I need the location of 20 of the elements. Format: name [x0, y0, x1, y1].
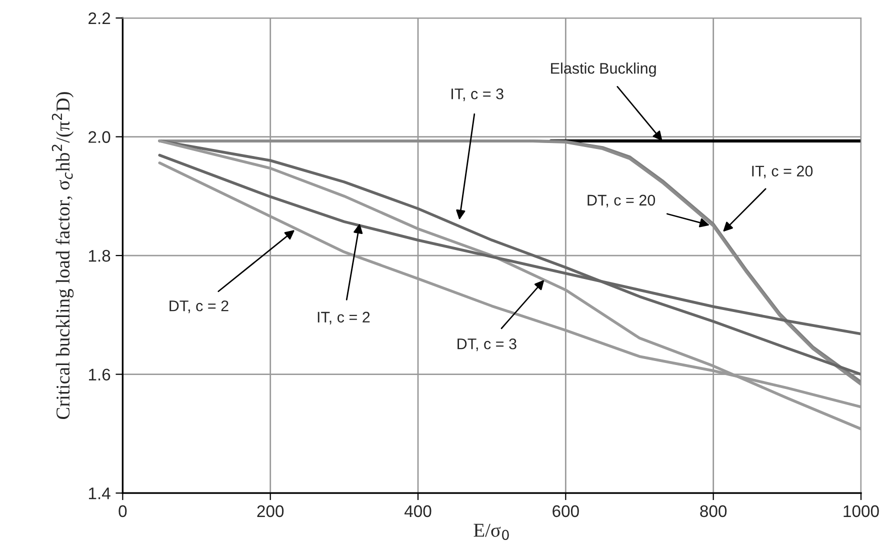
- y-tick-label: 2.0: [88, 131, 110, 143]
- y-tick-label: 1.4: [88, 488, 110, 500]
- y-tick-label: 1.8: [88, 250, 110, 262]
- annotation: IT, c = 20: [752, 166, 813, 178]
- x-tick-label: 600: [552, 505, 579, 518]
- x-tick-label: 800: [700, 505, 727, 518]
- x-tick-label: 1000: [844, 505, 879, 518]
- annotation: DT, c = 20: [588, 194, 656, 208]
- y-tick-label: 1.6: [88, 368, 110, 380]
- annotation: IT, c = 3: [452, 88, 504, 102]
- annotation: IT, c = 2: [318, 312, 370, 324]
- x-tick-label: 400: [404, 505, 432, 518]
- y-tick-label: 2.2: [88, 12, 110, 24]
- annotation: DT, c = 3: [458, 338, 516, 352]
- x-tick-label: 200: [257, 505, 284, 518]
- annotation: Elastic Buckling: [551, 62, 656, 77]
- y-axis-title: Critical buckling load factor, σ$_{c}$hb$^{2}$/(π$^{2}$D): [52, 92, 74, 420]
- x-tick-label: 0: [118, 505, 127, 518]
- annotation: DT, c = 2: [170, 300, 228, 314]
- x-axis-title: E/σ$_{0}$: [474, 524, 509, 540]
